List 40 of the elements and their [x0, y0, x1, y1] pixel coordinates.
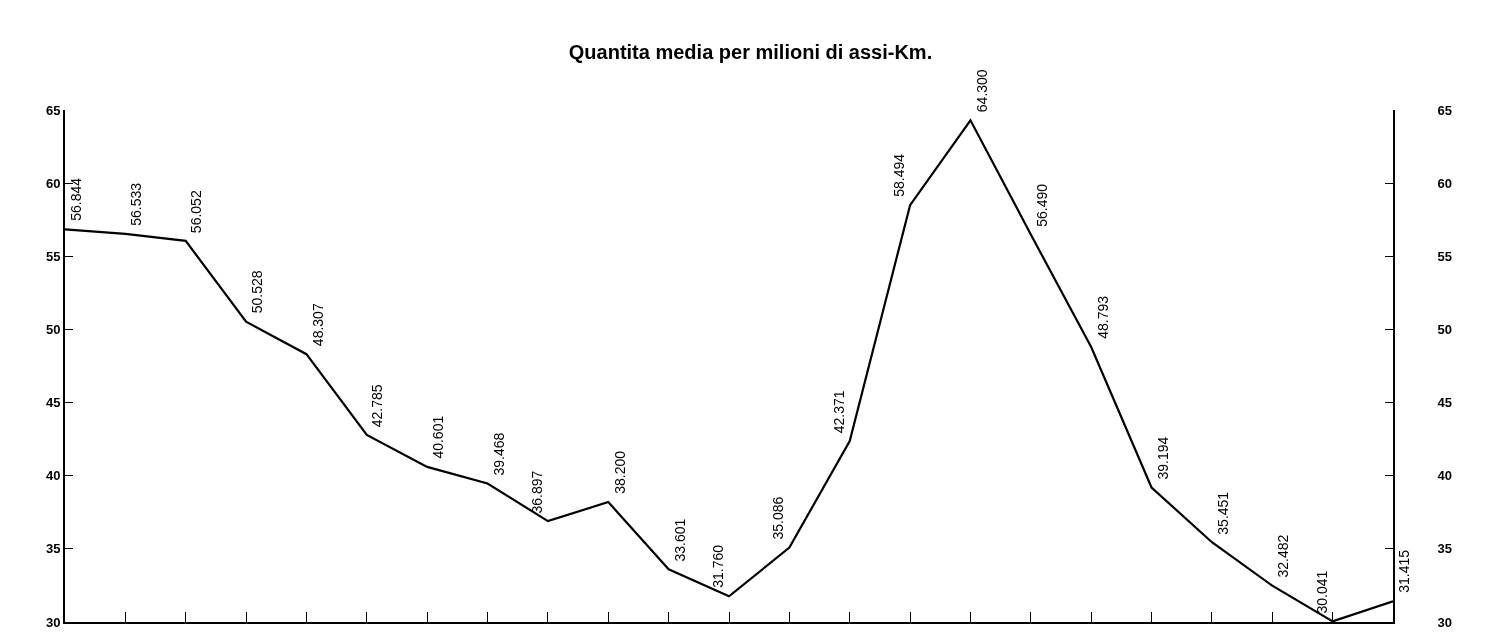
y2-tick-label: 65	[1437, 102, 1453, 118]
y-tick-label: 45	[45, 395, 61, 411]
data-label: 39.194	[1154, 436, 1171, 480]
y-tick-label: 35	[45, 541, 61, 557]
y-tick-label: 55	[45, 248, 61, 264]
data-label: 48.793	[1094, 295, 1111, 339]
data-label: 30.041	[1313, 570, 1330, 614]
y2-tick-label: 35	[1437, 541, 1453, 557]
data-label: 36.897	[529, 470, 546, 514]
data-label: 31.760	[710, 544, 727, 588]
data-label: 50.528	[248, 270, 265, 314]
y-tick-label: 65	[45, 102, 61, 118]
data-label: 35.086	[770, 496, 787, 540]
y-tick-label: 60	[45, 175, 61, 191]
data-label: 56.490	[1033, 183, 1050, 227]
data-label: 38.200	[611, 450, 628, 494]
y2-tick-label: 60	[1437, 175, 1453, 191]
y-tick-label: 40	[45, 468, 61, 484]
y-tick-label: 50	[45, 321, 61, 337]
data-label: 56.533	[128, 182, 144, 226]
y2-tick-label: 30	[1437, 614, 1453, 630]
y2-tick-label: 55	[1437, 248, 1453, 264]
y2-tick-label: 45	[1437, 395, 1453, 411]
data-label: 58.494	[891, 153, 908, 197]
data-label: 56.844	[68, 177, 85, 221]
data-label: 56.052	[188, 190, 205, 234]
data-label: 39.468	[490, 432, 507, 476]
data-label: 40.601	[429, 415, 446, 459]
data-label: 33.601	[671, 518, 688, 562]
data-label: 42.371	[831, 390, 848, 434]
y2-tick-label: 40	[1437, 468, 1453, 484]
chart-title: Quantita media per milioni di assi-Km.	[568, 40, 933, 63]
data-label: 35.451	[1215, 491, 1232, 535]
data-label: 31.415	[1396, 549, 1413, 593]
y-tick-label: 30	[45, 614, 61, 630]
data-label: 48.307	[309, 303, 326, 347]
data-label: 64.300	[973, 69, 990, 113]
data-label: 42.785	[369, 384, 386, 428]
y2-tick-label: 50	[1437, 321, 1453, 337]
data-label: 32.482	[1275, 534, 1292, 578]
